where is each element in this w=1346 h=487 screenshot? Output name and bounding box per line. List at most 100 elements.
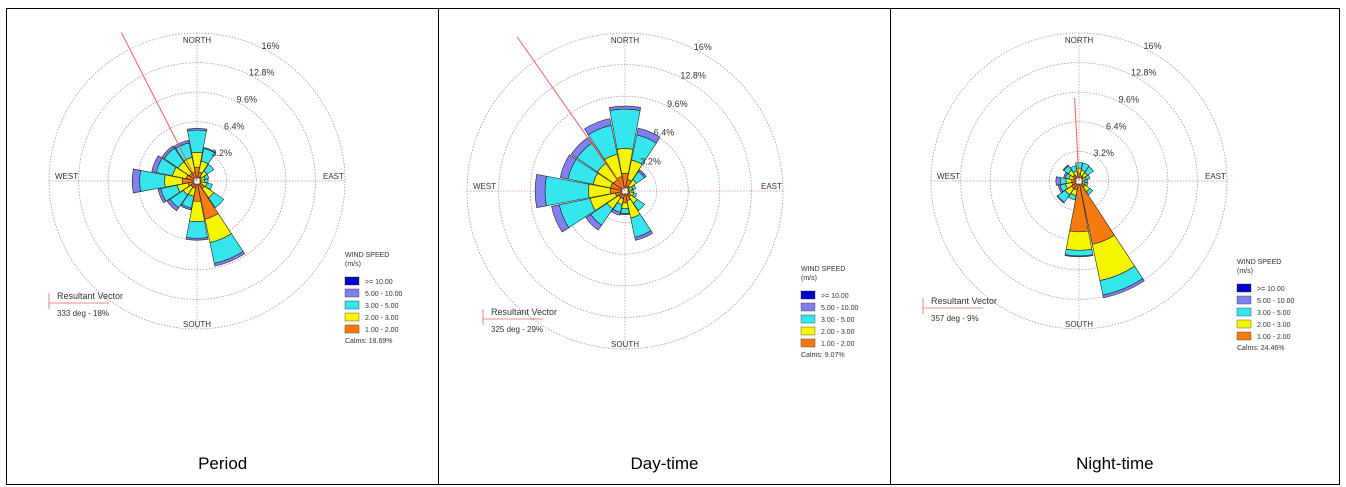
petal-WSW-bin3 xyxy=(1057,184,1063,194)
petal-ESE-bin2 xyxy=(205,182,213,191)
petal-ENE-bin2 xyxy=(631,184,637,190)
petal-NNE-bin3 xyxy=(203,147,217,154)
ring-label: 9.6% xyxy=(237,95,258,105)
wind-rose-daytime: 3.2% 6.4% 9.6% 12.8% 16% NORTH SOUTH EAST WEST Re… xyxy=(466,32,859,359)
petal-ENE-bin2 xyxy=(1084,174,1090,180)
panel-nighttime: 3.2% 6.4% 9.6% 12.8% 16% NORTH SOUTH EAST WEST Re… xyxy=(889,9,1339,484)
caption-nighttime: Night-time xyxy=(1076,454,1154,473)
legend-swatch xyxy=(344,300,360,310)
petal-WNW-bin3 xyxy=(1062,171,1068,179)
petal-SSE-bin3 xyxy=(213,251,245,267)
compass-north-label: NORTH xyxy=(611,36,640,45)
compass-south-label: SOUTH xyxy=(183,320,211,329)
caption-daytime: Day-time xyxy=(630,454,699,473)
compass-east-label: EAST xyxy=(1205,172,1226,181)
legend-item-label: 3.00 - 5.00 xyxy=(1257,310,1291,317)
petal-NE-bin2 xyxy=(1083,166,1094,176)
grid-ring xyxy=(498,64,753,318)
petal-NE-bin2 xyxy=(203,163,215,175)
ring-label: 6.4% xyxy=(654,128,675,138)
petals xyxy=(535,105,661,241)
resultant-vector-line xyxy=(1073,97,1080,182)
wind-rose-period: 3.2% 6.4% 9.6% 12.8% 16% NORTH SOUTH EAST WEST Re… xyxy=(48,32,402,345)
resultant-vector-label: Resultant Vector xyxy=(491,307,557,317)
legend-item-label: >= 10.00 xyxy=(365,279,393,286)
legend-swatch xyxy=(801,290,816,300)
petal-SSE-bin3 xyxy=(1102,278,1145,299)
ring-label: 6.4% xyxy=(1106,121,1127,131)
legend-title: WIND SPEED xyxy=(801,266,845,273)
compass-north-label: NORTH xyxy=(1065,36,1094,45)
panel-period: 3.2% 6.4% 9.6% 12.8% 16% NORTH SOUTH EAST WEST Re… xyxy=(7,9,438,484)
legend-units: (m/s) xyxy=(345,261,361,268)
resultant-vector-label: Resultant Vector xyxy=(931,296,997,306)
legend-item-label: 3.00 - 5.00 xyxy=(821,317,855,324)
petal-N-bin3 xyxy=(609,105,642,111)
petal-SE-bin2 xyxy=(1085,187,1093,196)
legend-item-label: 2.00 - 3.00 xyxy=(1257,322,1291,329)
petal-SW-bin3 xyxy=(166,198,180,212)
calms-label: Calms: 9.07% xyxy=(801,352,845,359)
petal-NNW-bin3 xyxy=(584,118,612,136)
legend-item-label: 5.00 - 10.00 xyxy=(821,305,858,312)
petal-WSW-bin3 xyxy=(157,188,167,204)
ring-label: 12.8% xyxy=(681,70,707,80)
petal-SE-bin2 xyxy=(633,198,646,211)
legend-item-label: 1.00 - 2.00 xyxy=(821,341,855,348)
ring-label: 9.6% xyxy=(1118,95,1139,105)
petal-W-bin2 xyxy=(1059,177,1067,185)
legend-item-label: 1.00 - 2.00 xyxy=(365,327,399,334)
petal-NNE-bin2 xyxy=(1080,162,1090,173)
petal-W-bin3 xyxy=(1055,176,1061,186)
legend-units: (m/s) xyxy=(1237,268,1253,275)
petal-SSW-bin3 xyxy=(611,208,622,216)
legend-swatch xyxy=(1236,307,1251,317)
legend-item-label: 1.00 - 2.00 xyxy=(1257,334,1291,341)
resultant-vector-line xyxy=(517,36,626,192)
compass-west-label: WEST xyxy=(473,182,496,191)
petal-NNE-bin3 xyxy=(636,127,661,144)
petal-N-bin2 xyxy=(1074,162,1083,169)
ring-label: 16% xyxy=(1143,41,1161,51)
petal-S-bin3 xyxy=(620,212,631,215)
caption-period: Period xyxy=(198,454,248,473)
petal-NE-bin3 xyxy=(638,169,647,179)
legend-swatch xyxy=(1236,295,1251,305)
grid-ring xyxy=(107,91,287,271)
grid-ring xyxy=(959,62,1198,300)
resultant-vector-value: 325 deg - 29% xyxy=(491,325,543,334)
ring-label: 3.2% xyxy=(212,148,233,158)
calms-label: Calms: 18.69% xyxy=(345,338,392,345)
resultant-vector-line xyxy=(120,32,198,182)
calms-label: Calms: 24.46% xyxy=(1237,345,1284,352)
petal-NNW-bin3 xyxy=(173,139,190,149)
petal-S-bin1 xyxy=(1065,230,1092,251)
legend-item-label: 2.00 - 3.00 xyxy=(365,315,399,322)
grid-ring xyxy=(78,62,316,300)
legend-swatch xyxy=(344,288,360,298)
compass-east-label: EAST xyxy=(323,172,344,181)
legend-swatch xyxy=(801,314,816,324)
legend-swatch xyxy=(801,302,816,312)
petal-S-bin1 xyxy=(621,202,629,210)
ring-label: 6.4% xyxy=(224,121,245,131)
legend-swatch xyxy=(1236,319,1251,329)
petal-WNW-bin3 xyxy=(560,154,577,180)
ring-label: 12.8% xyxy=(249,68,275,78)
wind-rose-nighttime: 3.2% 6.4% 9.6% 12.8% 16% NORTH SOUTH EAST WEST Re… xyxy=(922,32,1294,352)
ring-label: 9.6% xyxy=(667,99,688,109)
petal-S-bin3 xyxy=(185,237,209,241)
figure-table: 3.2% 6.4% 9.6% 12.8% 16% NORTH SOUTH EAST WEST Re… xyxy=(6,8,1340,485)
petal-NW-bin3 xyxy=(1062,164,1069,171)
petal-S-bin2 xyxy=(186,220,208,239)
ring-label: 3.2% xyxy=(641,156,662,166)
petal-NW-bin3 xyxy=(571,136,593,159)
legend-swatch xyxy=(1236,331,1251,341)
legend-swatch xyxy=(801,338,816,348)
petal-N-bin3 xyxy=(186,127,208,132)
petal-E-bin2 xyxy=(631,189,635,193)
legend-item-label: 5.00 - 10.00 xyxy=(1257,298,1294,305)
legend-item-label: 5.00 - 10.00 xyxy=(365,291,402,298)
compass-south-label: SOUTH xyxy=(611,340,639,349)
compass-north-label: NORTH xyxy=(183,36,212,45)
